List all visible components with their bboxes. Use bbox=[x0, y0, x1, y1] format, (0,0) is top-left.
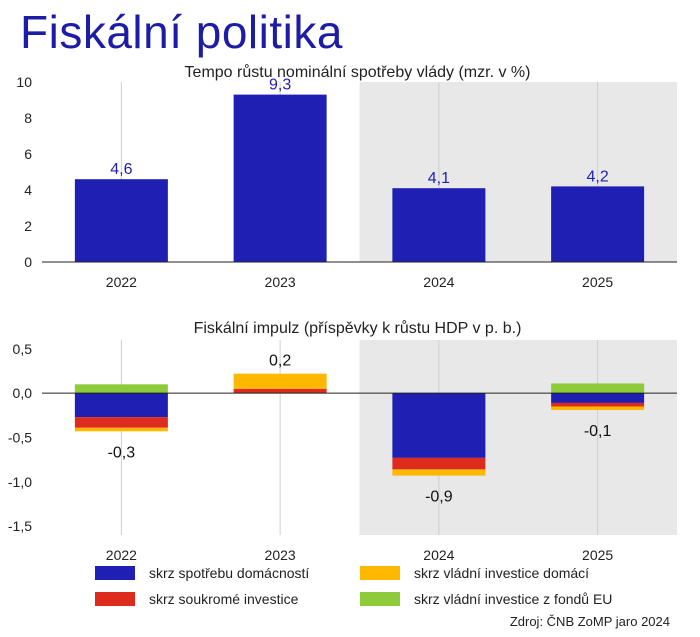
x-tick-label: 2025 bbox=[582, 547, 613, 563]
bar-2025 bbox=[551, 186, 645, 262]
bar-segment-2025 bbox=[551, 406, 645, 411]
y-tick-label: 8 bbox=[24, 110, 32, 126]
legend-label: skrz soukromé investice bbox=[149, 591, 299, 607]
legend-label: skrz vládní investice domácí bbox=[414, 565, 590, 581]
legend: skrz spotřebu domácností skrz vládní inv… bbox=[95, 563, 655, 613]
bar-2022 bbox=[74, 179, 168, 262]
legend-swatch bbox=[360, 592, 400, 606]
legend-label: skrz spotřebu domácností bbox=[149, 565, 310, 581]
legend-item-gov-investment-domestic: skrz vládní investice domácí bbox=[360, 563, 589, 583]
bar-segment-2023 bbox=[233, 373, 327, 389]
x-tick-label: 2022 bbox=[106, 274, 137, 290]
chart-title: Tempo růstu nominální spotřeby vlády (mz… bbox=[185, 63, 531, 81]
total-label: -0,9 bbox=[425, 489, 453, 506]
bar-segment-2024 bbox=[392, 457, 486, 470]
bar-segment-2025 bbox=[551, 383, 645, 394]
total-label: -0,1 bbox=[584, 423, 612, 440]
fiscal-impulse-chart: 0,5 0,0 -0,5 -1,0 -1,5 2022 2023 2024 2025 Fiskál… bbox=[8, 319, 677, 563]
legend-swatch bbox=[95, 592, 135, 606]
legend-label: skrz vládní investice z fondů EU bbox=[414, 591, 613, 607]
chart-title: Fiskální impulz (příspěvky k růstu HDP v… bbox=[194, 319, 522, 337]
bar-segment-2025 bbox=[551, 393, 645, 403]
bar-segment-2024 bbox=[392, 469, 486, 476]
bar-segment-2022 bbox=[74, 417, 168, 428]
source-note: Zdroj: ČNB ZoMP jaro 2024 bbox=[509, 614, 670, 629]
y-tick-label: 2 bbox=[24, 218, 32, 234]
y-tick-label: -1,0 bbox=[8, 474, 32, 490]
data-label: 9,3 bbox=[269, 77, 291, 94]
y-tick-label: 4 bbox=[24, 182, 32, 198]
bar-2024 bbox=[392, 188, 486, 262]
y-tick-label: 0,5 bbox=[13, 341, 33, 357]
y-tick-label: 6 bbox=[24, 146, 32, 162]
y-tick-label: -1,5 bbox=[8, 518, 32, 534]
legend-swatch bbox=[360, 566, 400, 580]
legend-swatch bbox=[95, 566, 135, 580]
y-tick-label: -0,5 bbox=[8, 430, 32, 446]
x-tick-label: 2024 bbox=[423, 547, 454, 563]
legend-item-gov-investment-eu: skrz vládní investice z fondů EU bbox=[360, 589, 612, 609]
page-title: Fiskální politika bbox=[20, 6, 343, 58]
consumption-growth-chart: 0 2 4 6 8 10 2022 2023 2024 2025 Tempo růstu nomin… bbox=[16, 63, 677, 290]
x-tick-label: 2023 bbox=[265, 274, 296, 290]
bar-2023 bbox=[233, 94, 327, 262]
y-tick-label: 0 bbox=[24, 254, 32, 270]
total-label: -0,3 bbox=[108, 444, 136, 461]
y-tick-label: 10 bbox=[16, 74, 32, 90]
x-tick-label: 2022 bbox=[106, 547, 137, 563]
legend-item-private-investment: skrz soukromé investice bbox=[95, 589, 298, 609]
bar-segment-2022 bbox=[74, 393, 168, 418]
bar-segment-2023 bbox=[233, 388, 327, 394]
bar-segment-2025 bbox=[551, 402, 645, 407]
x-tick-label: 2024 bbox=[423, 274, 454, 290]
x-tick-label: 2025 bbox=[582, 274, 613, 290]
bar-segment-2022 bbox=[74, 384, 168, 394]
y-tick-label: 0,0 bbox=[13, 385, 33, 401]
x-tick-label: 2023 bbox=[265, 547, 296, 563]
bar-segment-2022 bbox=[74, 427, 168, 432]
data-label: 4,1 bbox=[428, 170, 450, 187]
legend-item-household-consumption: skrz spotřebu domácností bbox=[95, 563, 309, 583]
data-label: 4,6 bbox=[110, 161, 132, 178]
bar-segment-2024 bbox=[392, 393, 486, 458]
total-label: 0,2 bbox=[269, 353, 291, 370]
data-label: 4,2 bbox=[587, 168, 609, 185]
